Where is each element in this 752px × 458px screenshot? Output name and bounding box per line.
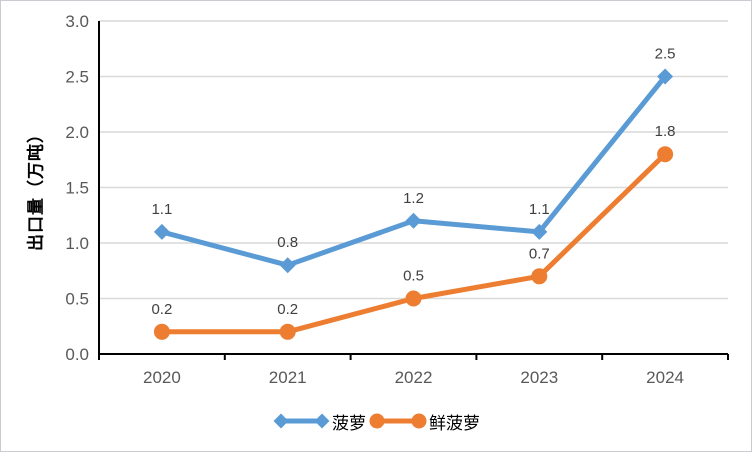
data-point-label: 1.2 [403,190,424,207]
legend-key-diamond-right [314,413,330,429]
x-tick-label: 2020 [143,368,181,387]
series-line-1 [159,74,668,268]
data-point-label: 1.1 [151,201,172,218]
x-tick-label: 2021 [269,368,307,387]
data-point-label: 0.2 [151,301,172,318]
legend-key-diamond-line-icon [273,413,330,429]
data-point-marker [657,68,674,85]
legend-key-circle-right [411,413,427,429]
x-tick-label: 2022 [395,368,433,387]
y-tick-label: 2.5 [65,68,89,87]
y-tick-label: 1.5 [65,179,89,198]
data-point-label: 1.8 [655,123,676,140]
y-tick-label: 3.0 [65,12,89,31]
data-point-marker [279,323,296,340]
legend-key-circle-line-icon [369,413,427,429]
data-point-marker [657,146,674,163]
data-point-label: 0.7 [529,245,550,262]
y-tick-label: 2.0 [65,123,89,142]
data-point-label: 1.1 [529,201,550,218]
data-point-label: 0.5 [403,268,424,285]
y-axis-title: 出口量（万吨） [26,125,46,251]
legend: 菠萝 鲜菠萝 [1,406,751,436]
y-tick-label: 0.5 [65,290,89,309]
x-tick-label: 2024 [646,368,684,387]
data-point-marker [153,323,170,340]
data-point-marker [405,212,422,229]
legend-item-series-2: 鲜菠萝 [368,409,480,434]
data-point-label: 0.2 [277,301,298,318]
legend-key-diamond-left [273,413,289,429]
data-point-marker [531,223,548,240]
legend-label-series-1: 菠萝 [332,413,366,433]
data-point-label: 2.5 [655,46,676,63]
data-point-marker [153,223,170,240]
data-point-label: 0.8 [277,234,298,251]
data-point-marker [531,268,548,285]
data-point-marker [279,257,296,274]
legend-key-circle-left [369,413,385,429]
legend-item-series-1: 菠萝 [272,409,366,434]
legend-label-series-2: 鲜菠萝 [429,413,480,433]
y-tick-label: 1.0 [65,234,89,253]
y-tick-label: 0.0 [65,345,89,364]
x-tick-label: 2023 [520,368,558,387]
data-point-marker [405,290,422,307]
